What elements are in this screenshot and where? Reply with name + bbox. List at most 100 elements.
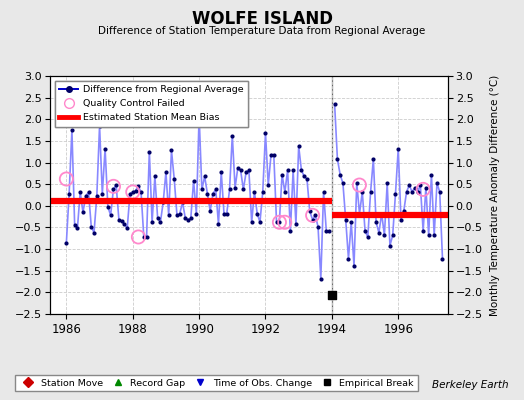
Point	[361, 228, 369, 234]
Point	[247, 219, 256, 226]
Point	[400, 208, 408, 214]
Point	[76, 189, 84, 195]
Point	[101, 146, 110, 152]
Point	[189, 178, 198, 184]
Point	[419, 228, 428, 234]
Point	[402, 189, 411, 195]
Point	[394, 146, 402, 152]
Y-axis label: Monthly Temperature Anomaly Difference (°C): Monthly Temperature Anomaly Difference (…	[490, 74, 500, 316]
Point	[364, 234, 372, 240]
Point	[65, 190, 73, 197]
Point	[250, 189, 259, 195]
Point	[375, 230, 383, 236]
Point	[328, 291, 336, 298]
Point	[314, 223, 322, 230]
Point	[137, 189, 145, 195]
Point	[333, 156, 342, 162]
Point	[405, 182, 413, 188]
Point	[236, 167, 245, 174]
Point	[198, 186, 206, 192]
Point	[181, 215, 190, 221]
Point	[435, 189, 444, 195]
Point	[422, 184, 430, 191]
Point	[316, 275, 325, 282]
Point	[220, 210, 228, 217]
Point	[170, 176, 179, 182]
Point	[79, 209, 87, 216]
Point	[62, 239, 71, 246]
Point	[311, 212, 320, 218]
Point	[292, 221, 300, 227]
Point	[217, 169, 225, 175]
Point	[128, 189, 137, 195]
Point	[173, 212, 181, 218]
Point	[433, 180, 441, 186]
Point	[380, 232, 389, 238]
Point	[289, 167, 297, 174]
Point	[239, 186, 247, 192]
Point	[109, 186, 117, 192]
Point	[397, 216, 405, 223]
Point	[308, 216, 316, 223]
Point	[126, 190, 134, 197]
Point	[416, 182, 424, 188]
Point	[355, 210, 364, 217]
Point	[192, 210, 201, 217]
Point	[143, 234, 151, 240]
Point	[267, 152, 275, 158]
Point	[253, 210, 261, 217]
Point	[206, 208, 214, 214]
Point	[70, 222, 79, 228]
Point	[256, 219, 264, 226]
Point	[159, 199, 167, 206]
Point	[62, 176, 71, 182]
Point	[106, 212, 115, 218]
Point	[156, 219, 165, 226]
Point	[366, 189, 375, 195]
Point	[203, 190, 212, 197]
Point	[73, 225, 82, 232]
Point	[270, 152, 278, 158]
Point	[342, 216, 350, 223]
Point	[187, 215, 195, 221]
Point	[242, 169, 250, 175]
Legend: Difference from Regional Average, Quality Control Failed, Estimated Station Mean: Difference from Regional Average, Qualit…	[54, 81, 248, 127]
Point	[336, 172, 344, 178]
Point	[350, 262, 358, 269]
Text: Berkeley Earth: Berkeley Earth	[432, 380, 508, 390]
Point	[283, 167, 292, 174]
Point	[90, 230, 98, 236]
Point	[201, 173, 209, 180]
Point	[84, 189, 93, 195]
Point	[388, 232, 397, 238]
Point	[424, 232, 433, 238]
Point	[408, 189, 416, 195]
Point	[134, 234, 143, 240]
Point	[258, 189, 267, 195]
Point	[309, 212, 317, 218]
Point	[272, 219, 281, 226]
Point	[278, 172, 286, 178]
Point	[427, 172, 435, 178]
Point	[128, 189, 137, 195]
Point	[353, 180, 361, 186]
Point	[68, 127, 76, 133]
Point	[212, 186, 220, 192]
Point	[245, 167, 253, 174]
Point	[195, 113, 203, 119]
Point	[117, 218, 126, 224]
Point	[162, 169, 170, 175]
Point	[355, 182, 364, 188]
Point	[325, 228, 333, 234]
Text: Difference of Station Temperature Data from Regional Average: Difference of Station Temperature Data f…	[99, 26, 425, 36]
Point	[280, 219, 289, 226]
Point	[294, 143, 303, 149]
Point	[430, 232, 439, 238]
Point	[223, 210, 231, 217]
Point	[419, 186, 428, 192]
Point	[209, 190, 217, 197]
Point	[347, 219, 355, 226]
Point	[377, 210, 386, 217]
Point	[228, 132, 236, 139]
Point	[383, 180, 391, 186]
